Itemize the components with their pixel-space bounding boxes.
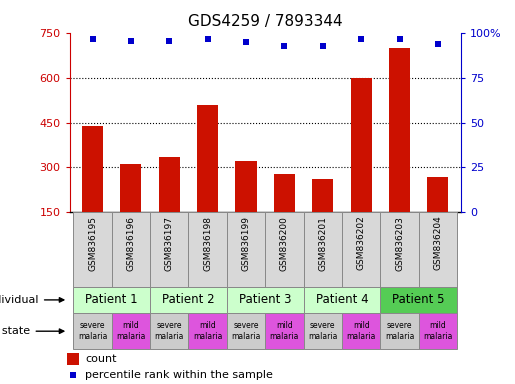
Text: Patient 2: Patient 2 — [162, 293, 215, 306]
Text: mild
malaria: mild malaria — [423, 321, 453, 341]
Text: severe
malaria: severe malaria — [385, 321, 414, 341]
Text: severe
malaria: severe malaria — [308, 321, 337, 341]
Bar — [150, 313, 188, 349]
Bar — [235, 161, 256, 212]
Bar — [227, 313, 265, 349]
Bar — [342, 212, 381, 287]
Bar — [159, 157, 180, 212]
Bar — [73, 212, 112, 287]
Bar — [67, 353, 79, 365]
Title: GDS4259 / 7893344: GDS4259 / 7893344 — [188, 15, 342, 30]
Bar — [112, 313, 150, 349]
Bar — [265, 212, 304, 287]
Bar — [304, 313, 342, 349]
Bar — [419, 212, 457, 287]
Text: individual: individual — [0, 295, 38, 305]
Text: count: count — [85, 354, 117, 364]
Text: severe
malaria: severe malaria — [78, 321, 107, 341]
Bar — [188, 212, 227, 287]
Text: GSM836204: GSM836204 — [434, 216, 442, 270]
Text: mild
malaria: mild malaria — [347, 321, 376, 341]
Point — [319, 43, 327, 49]
Text: GSM836198: GSM836198 — [203, 216, 212, 271]
Bar — [188, 313, 227, 349]
Text: GSM836199: GSM836199 — [242, 216, 250, 271]
Text: GSM836201: GSM836201 — [318, 216, 328, 271]
Bar — [112, 212, 150, 287]
Bar — [304, 287, 381, 313]
Point — [396, 36, 404, 42]
Bar — [351, 78, 372, 212]
Text: Patient 1: Patient 1 — [85, 293, 138, 306]
Text: Patient 4: Patient 4 — [316, 293, 368, 306]
Text: disease state: disease state — [0, 326, 30, 336]
Point — [203, 36, 212, 42]
Text: Patient 5: Patient 5 — [392, 293, 445, 306]
Bar — [312, 179, 333, 212]
Bar — [342, 313, 381, 349]
Text: GSM836195: GSM836195 — [88, 216, 97, 271]
Bar — [73, 313, 112, 349]
Bar — [419, 313, 457, 349]
Bar — [197, 105, 218, 212]
Point — [242, 39, 250, 45]
Point — [127, 38, 135, 44]
Bar — [389, 48, 410, 212]
Bar — [121, 164, 142, 212]
Text: GSM836202: GSM836202 — [357, 216, 366, 270]
Text: percentile rank within the sample: percentile rank within the sample — [85, 370, 273, 380]
Bar — [274, 174, 295, 212]
Bar — [150, 212, 188, 287]
Text: severe
malaria: severe malaria — [231, 321, 261, 341]
Bar — [427, 177, 449, 212]
Bar — [381, 287, 457, 313]
Point — [89, 36, 97, 42]
Text: mild
malaria: mild malaria — [270, 321, 299, 341]
Bar — [227, 287, 304, 313]
Point — [165, 38, 174, 44]
Point — [357, 36, 365, 42]
Bar — [82, 126, 103, 212]
Text: GSM836197: GSM836197 — [165, 216, 174, 271]
Text: mild
malaria: mild malaria — [193, 321, 222, 341]
Bar — [381, 313, 419, 349]
Bar — [381, 212, 419, 287]
Text: GSM836200: GSM836200 — [280, 216, 289, 271]
Text: mild
malaria: mild malaria — [116, 321, 146, 341]
Text: severe
malaria: severe malaria — [154, 321, 184, 341]
Bar — [150, 287, 227, 313]
Bar — [265, 313, 304, 349]
Point — [434, 41, 442, 47]
Text: Patient 3: Patient 3 — [239, 293, 291, 306]
Text: GSM836196: GSM836196 — [126, 216, 135, 271]
Bar — [227, 212, 265, 287]
Point — [280, 43, 288, 49]
Bar — [73, 287, 150, 313]
Bar — [304, 212, 342, 287]
Text: GSM836203: GSM836203 — [395, 216, 404, 271]
Point — [69, 372, 77, 378]
